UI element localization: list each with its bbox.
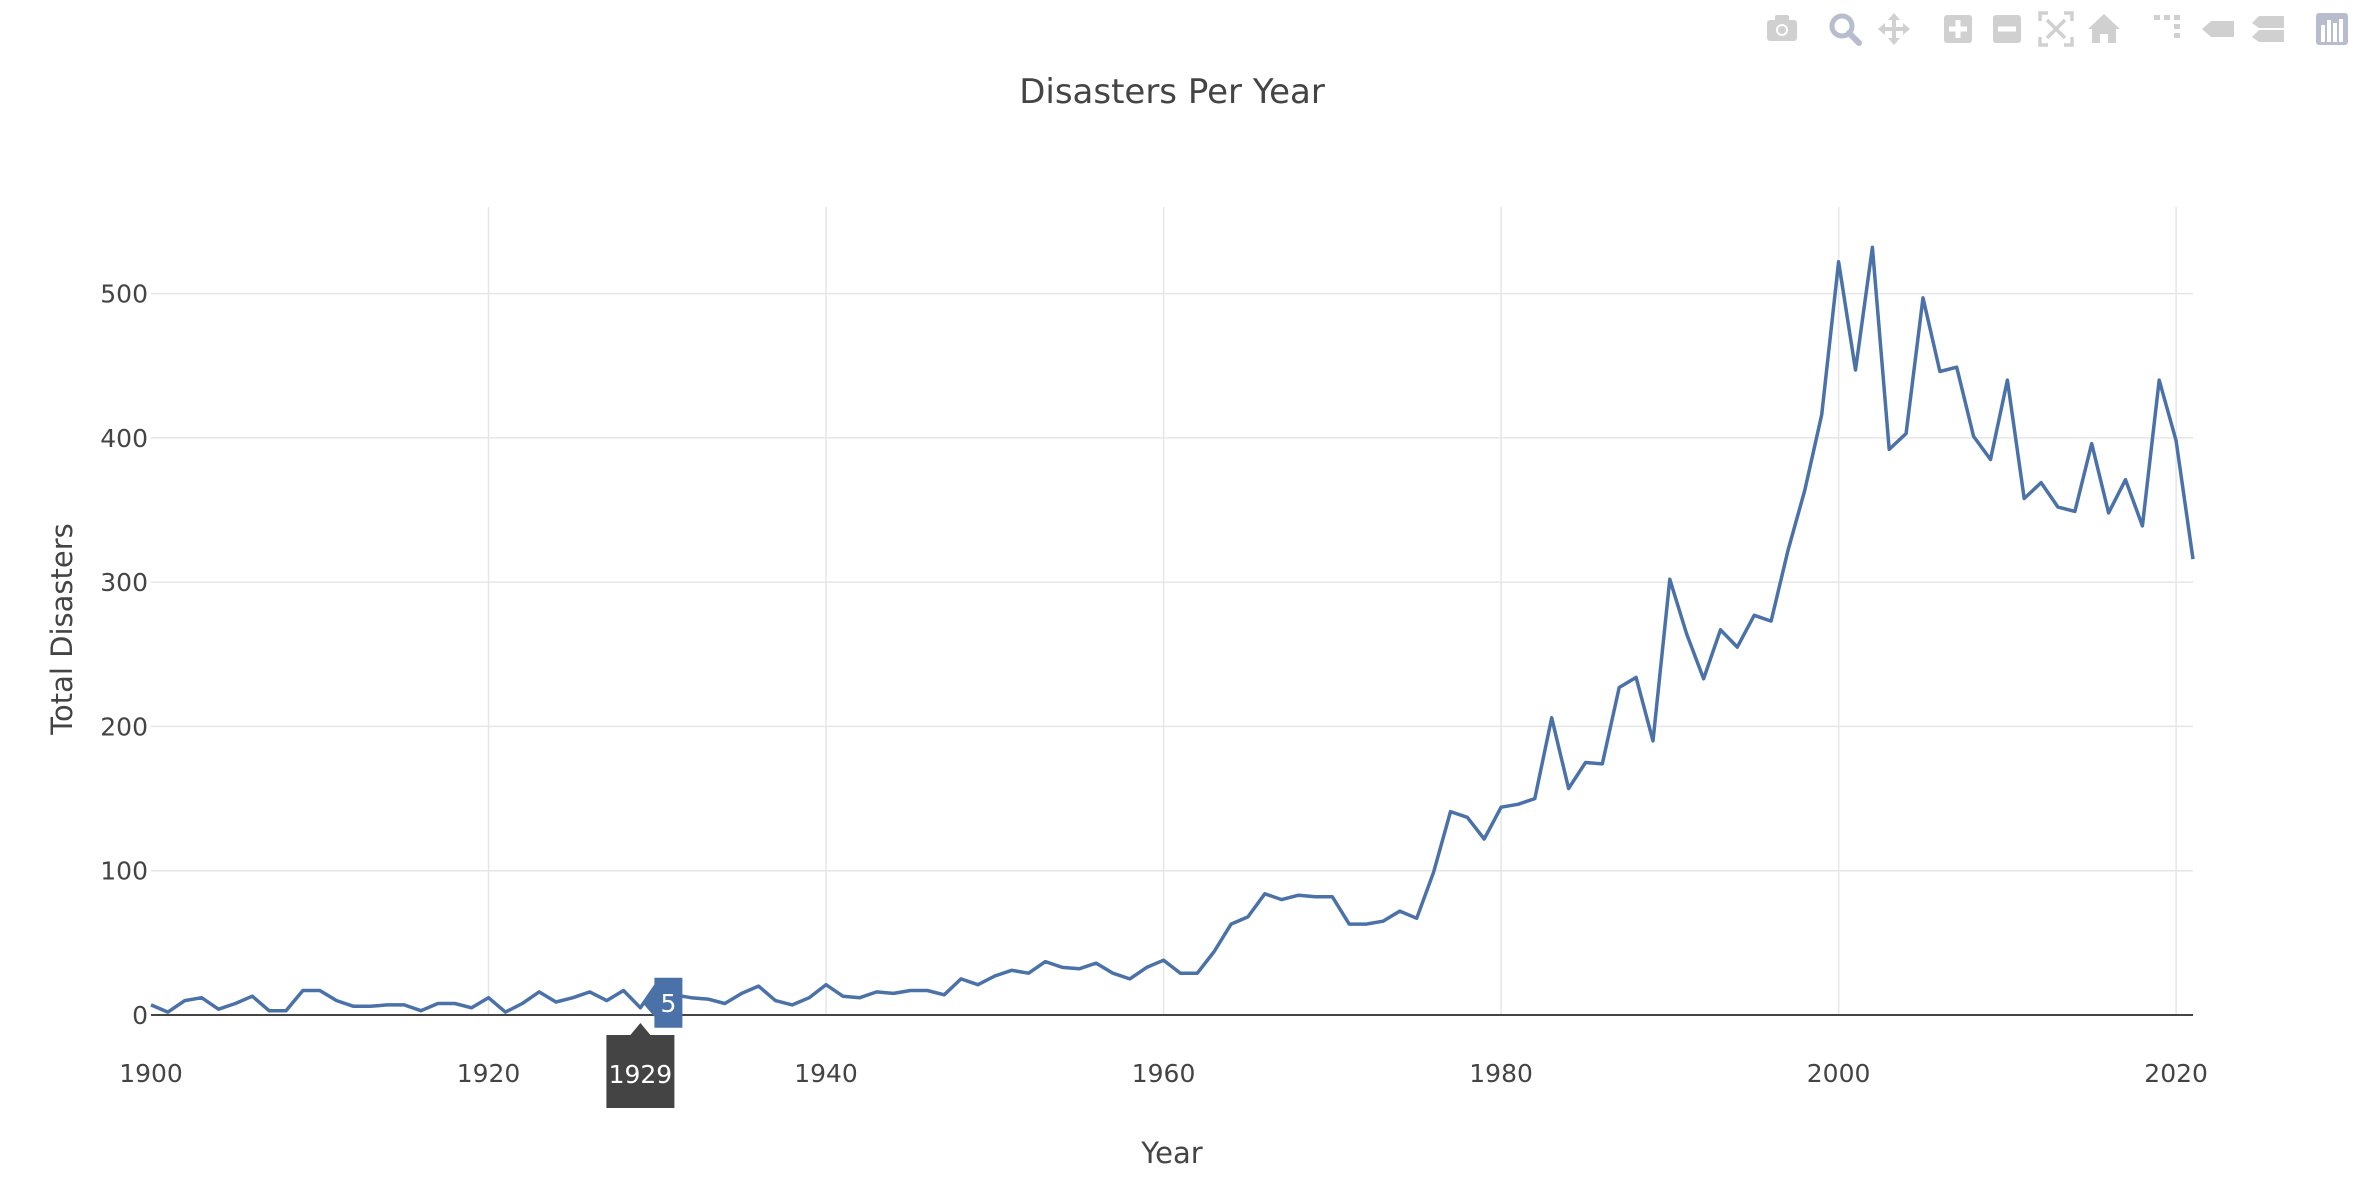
y-tick-label: 100: [100, 857, 148, 886]
pan-icon[interactable]: Pan: [1878, 13, 1910, 45]
hover-x-label: 1929: [606, 1023, 675, 1108]
spike-lines-icon-shape: [2174, 15, 2180, 20]
hover-y-label: 5: [642, 977, 683, 1028]
hover-compare-icon[interactable]: Compare data on hover: [2252, 16, 2284, 42]
plotly-logo-icon-shape: [2321, 25, 2325, 42]
chart-title: Disasters Per Year: [1019, 72, 1325, 112]
spike-lines-icon-shape: [2164, 15, 2170, 20]
zoom-in-icon-shape: [1949, 26, 1967, 32]
modebar: Download plot as a png Zoom Pan Zoom in Zoom…: [1767, 11, 2348, 47]
spike-lines-icon-shape: [2174, 24, 2180, 29]
y-tick-label: 300: [100, 568, 148, 597]
zoom-icon[interactable]: Zoom: [1829, 13, 1862, 46]
y-axis-title: Total Disasters: [45, 523, 79, 736]
y-tick-label: 400: [100, 424, 148, 453]
hover-labels: 1929 5: [606, 977, 683, 1108]
grid-lines: [151, 207, 2193, 1016]
autoscale-icon-shape: [2038, 11, 2074, 47]
zoom-in-icon[interactable]: Zoom in: [1944, 15, 1972, 43]
hover-compare-icon-shape: [2252, 16, 2284, 28]
spike-lines-icon[interactable]: Toggle Spike Lines: [2154, 15, 2180, 38]
camera-icon-shape: [1778, 26, 1786, 34]
camera-icon[interactable]: Download plot as a png: [1767, 15, 1797, 41]
plotly-logo-icon[interactable]: Produced with Plotly: [2316, 13, 2348, 45]
x-tick-label: 2000: [1807, 1059, 1871, 1088]
y-tick-label: 200: [100, 712, 148, 741]
series-line[interactable]: [150, 245, 2195, 1014]
reset-axes-icon[interactable]: Reset axes: [2088, 14, 2120, 43]
x-tick-label: 1980: [1469, 1059, 1533, 1088]
hover-compare-icon-shape: [2252, 30, 2284, 42]
hover-y-text: 5: [660, 989, 676, 1018]
x-axis-title: Year: [1140, 1136, 1202, 1170]
pan-icon-shape: [1878, 13, 1910, 45]
hover-x-text: 1929: [609, 1060, 673, 1089]
plotly-logo-icon-shape: [2339, 19, 2343, 42]
zoom-icon-shape: [1829, 13, 1855, 39]
camera-icon-shape: [1775, 15, 1789, 21]
zoom-out-icon[interactable]: Zoom out: [1993, 15, 2021, 43]
autoscale-icon-shape: [2045, 18, 2067, 40]
hover-closest-icon-shape: [2202, 21, 2234, 37]
spike-lines-icon-shape: [2174, 33, 2180, 38]
zoom-icon-shape: [1846, 30, 1862, 46]
hover-x-box: [606, 1023, 675, 1108]
plotly-logo-icon-shape: [2327, 20, 2331, 42]
y-tick-label: 0: [132, 1001, 148, 1030]
x-tick-label: 1900: [119, 1059, 183, 1088]
hover-y-box: [642, 977, 683, 1028]
x-tick-label: 1940: [794, 1059, 858, 1088]
axis-ticks: 1900 1920 1940 1960 1980 2000 2020 0 100 200 300 40…: [100, 280, 2208, 1088]
plotly-logo-icon-shape: [2316, 13, 2348, 45]
zoom-out-icon-shape: [1998, 26, 2016, 32]
reset-axes-icon-shape: [2088, 14, 2120, 43]
x-tick-label: 2020: [2144, 1059, 2208, 1088]
x-tick-label: 1960: [1132, 1059, 1196, 1088]
plotly-logo-icon-shape: [2333, 23, 2337, 42]
spike-lines-icon-shape: [2154, 15, 2160, 20]
autoscale-icon[interactable]: Autoscale: [2038, 11, 2074, 47]
hover-closest-icon[interactable]: Show closest data on hover: [2202, 21, 2234, 37]
x-tick-label: 1920: [457, 1059, 521, 1088]
y-tick-label: 500: [100, 280, 148, 309]
